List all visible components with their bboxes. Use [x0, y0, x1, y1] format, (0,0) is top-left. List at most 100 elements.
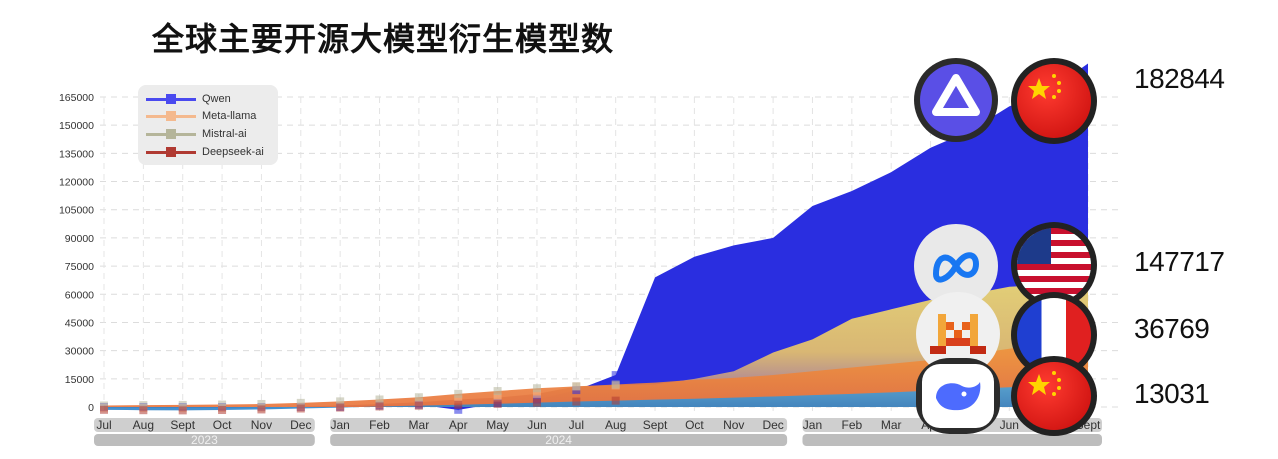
legend-swatch-meta-llama	[146, 108, 196, 124]
legend-swatch-deepseek-ai	[146, 144, 196, 160]
legend-swatch-qwen	[146, 91, 196, 107]
marker-mistral-ai	[572, 382, 581, 391]
marker-mistral-ai	[296, 398, 305, 407]
x-tick-label: Nov	[723, 418, 744, 432]
year-band	[94, 434, 315, 446]
marker-deepseek-ai	[493, 399, 502, 408]
legend-item-meta-llama[interactable]: Meta-llama	[146, 108, 256, 124]
x-tick-label: Feb	[369, 418, 390, 432]
china-flag-icon	[1011, 58, 1097, 144]
legend-label: Deepseek-ai	[202, 146, 264, 158]
x-tick-label: Dec	[290, 418, 311, 432]
legend-label: Mistral-ai	[202, 128, 247, 140]
marker-meta-llama	[532, 389, 541, 398]
marker-mistral-ai	[375, 395, 384, 404]
x-tick-label: Mar	[409, 418, 430, 432]
year-label: 2023	[191, 433, 218, 447]
x-tick-label: Jul	[569, 418, 584, 432]
y-tick-label: 30000	[65, 346, 94, 358]
y-tick-label: 120000	[59, 177, 94, 189]
marker-mistral-ai	[454, 389, 463, 398]
marker-deepseek-ai	[100, 405, 108, 414]
marker-mistral-ai	[611, 380, 620, 389]
marker-deepseek-ai	[178, 406, 187, 415]
x-tick-label: Jul	[96, 418, 111, 432]
legend-item-qwen[interactable]: Qwen	[146, 91, 231, 107]
area-deepseek-ai	[104, 382, 1088, 411]
marker-deepseek-ai	[296, 404, 305, 413]
marker-meta-llama	[493, 393, 502, 402]
total-mistral-ai: 36769	[1134, 313, 1210, 344]
total-deepseek-ai: 13031	[1134, 378, 1210, 409]
legend-swatch-mistral-ai	[146, 126, 196, 142]
marker-deepseek-ai	[611, 396, 620, 405]
chart-title: 全球主要开源大模型衍生模型数	[152, 20, 615, 58]
series-markers	[100, 371, 620, 415]
y-tick-label: 135000	[59, 148, 94, 160]
x-tick-label: Mar	[881, 418, 902, 432]
month-band	[330, 418, 788, 432]
x-tick-label: Nov	[251, 418, 272, 432]
marker-deepseek-ai	[454, 400, 463, 409]
x-tick-label: Dec	[762, 418, 783, 432]
marker-deepseek-ai	[414, 401, 423, 410]
x-tick-label: Aug	[133, 418, 154, 432]
marker-qwen	[611, 371, 620, 380]
area-qwen	[104, 63, 1088, 410]
qwen-logo-icon	[914, 58, 998, 142]
y-tick-label: 150000	[59, 120, 94, 132]
x-tick-label: May	[486, 418, 509, 432]
legend-item-deepseek-ai[interactable]: Deepseek-ai	[146, 144, 264, 160]
marker-mistral-ai	[414, 393, 423, 402]
year-band	[330, 434, 788, 446]
y-tick-label: 60000	[65, 289, 94, 301]
x-tick-label: Jun	[527, 418, 546, 432]
y-axis-ticks: 0 15000 30000 45000 60000 75000 90000 105000 120…	[59, 92, 94, 414]
marker-deepseek-ai	[218, 406, 227, 415]
x-tick-label: Feb	[841, 418, 862, 432]
x-tick-label: Jan	[803, 418, 822, 432]
legend-label: Meta-llama	[202, 110, 257, 122]
total-qwen: 182844	[1134, 63, 1225, 94]
y-tick-label: 45000	[65, 317, 94, 329]
legend-item-mistral-ai[interactable]: Mistral-ai	[146, 126, 247, 142]
marker-qwen	[454, 405, 463, 414]
marker-deepseek-ai	[336, 403, 345, 412]
marker-deepseek-ai	[572, 397, 581, 406]
y-tick-label: 15000	[65, 374, 94, 386]
x-tick-label: Oct	[213, 418, 232, 432]
marker-mistral-ai	[493, 387, 502, 396]
year-band	[802, 434, 1102, 446]
legend-label: Qwen	[202, 93, 231, 105]
marker-mistral-ai	[218, 400, 227, 409]
marker-mistral-ai	[532, 384, 541, 393]
marker-mistral-ai	[178, 400, 187, 409]
y-tick-label: 105000	[59, 205, 94, 217]
marker-mistral-ai	[139, 401, 148, 410]
legend: Qwen Meta-llama Mistral-ai Deepseek-ai	[138, 85, 278, 165]
x-tick-label: Apr	[449, 418, 468, 432]
x-tick-label: Jan	[330, 418, 349, 432]
area-mistral-ai	[104, 337, 1088, 407]
total-meta-llama: 147717	[1134, 246, 1225, 277]
month-band	[94, 418, 315, 432]
marker-deepseek-ai	[532, 398, 541, 407]
year-label: 2024	[545, 433, 572, 447]
marker-deepseek-ai	[375, 402, 384, 411]
series-areas	[104, 63, 1088, 411]
marker-mistral-ai	[336, 397, 345, 406]
x-tick-label: Aug	[605, 418, 626, 432]
x-tick-label: Sept	[170, 418, 195, 432]
x-tick-label: Sept	[643, 418, 668, 432]
marker-deepseek-ai	[139, 406, 148, 415]
china-flag-icon-2	[1011, 356, 1097, 436]
x-tick-label: Jun	[1000, 418, 1019, 432]
y-tick-label: 165000	[59, 92, 94, 104]
y-tick-label: 0	[88, 402, 94, 414]
marker-mistral-ai	[257, 399, 266, 408]
x-tick-label: Oct	[685, 418, 704, 432]
deepseek-logo-icon	[916, 358, 1000, 434]
marker-deepseek-ai	[257, 405, 266, 414]
marker-meta-llama	[454, 395, 463, 404]
y-tick-label: 90000	[65, 233, 94, 245]
